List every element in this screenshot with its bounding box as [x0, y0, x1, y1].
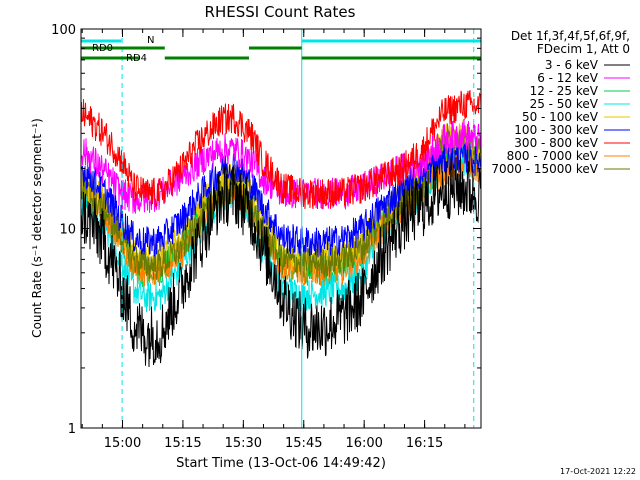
legend-header-line2: FDecim 1, Att 0: [537, 42, 630, 56]
ticks-layer: 15:00 15:15 15:30 15:45 16:00 16:15 1 10 100: [51, 23, 481, 451]
y-tick-label: 10: [59, 223, 76, 238]
legend-label-3-6-kev: 3 - 6 keV: [545, 58, 599, 72]
chart-title: RHESSI Count Rates: [205, 3, 356, 21]
legend-label-6-12-kev: 6 - 12 keV: [537, 71, 599, 85]
series-line-3-6-kev: [80, 156, 482, 368]
legend-label-50-100-kev: 50 - 100 keV: [522, 110, 599, 124]
y-axis-label: Count Rate (s⁻¹ detector segment⁻¹): [30, 118, 44, 338]
x-tick-label: 15:15: [164, 436, 201, 451]
rd4-label: RD4: [126, 53, 147, 64]
legend-label-800-7000-kev: 800 - 7000 keV: [507, 149, 599, 163]
x-tick-label: 15:00: [104, 436, 141, 451]
x-tick-label: 15:30: [225, 436, 262, 451]
y-tick-label: 1: [68, 422, 76, 437]
rd0-label: RD0: [92, 43, 113, 54]
series-line-6-12-kev: [80, 119, 482, 214]
series-layer: [80, 90, 482, 368]
footer-date: 17-Oct-2021 12:22: [560, 467, 636, 476]
y-tick-label: 100: [51, 23, 76, 38]
x-tick-label: 15:45: [285, 436, 322, 451]
legend-header-line1: Det 1f,3f,4f,5f,6f,9f,: [511, 29, 630, 43]
series-line-7000-15000-kev: [80, 127, 482, 281]
night-label: N: [147, 35, 154, 46]
legend-label-7000-15000-kev: 7000 - 15000 keV: [491, 162, 598, 176]
legend-label-12-25-kev: 12 - 25 keV: [530, 84, 599, 98]
x-tick-label: 16:15: [406, 436, 443, 451]
x-tick-label: 16:00: [345, 436, 382, 451]
legend-label-100-300-kev: 100 - 300 keV: [514, 123, 598, 137]
series-line-300-800-kev: [80, 90, 482, 210]
legend-label-300-800-kev: 300 - 800 keV: [514, 136, 598, 150]
legend-label-25-50-kev: 25 - 50 keV: [530, 97, 599, 111]
x-axis-label: Start Time (13-Oct-06 14:49:42): [176, 456, 386, 471]
